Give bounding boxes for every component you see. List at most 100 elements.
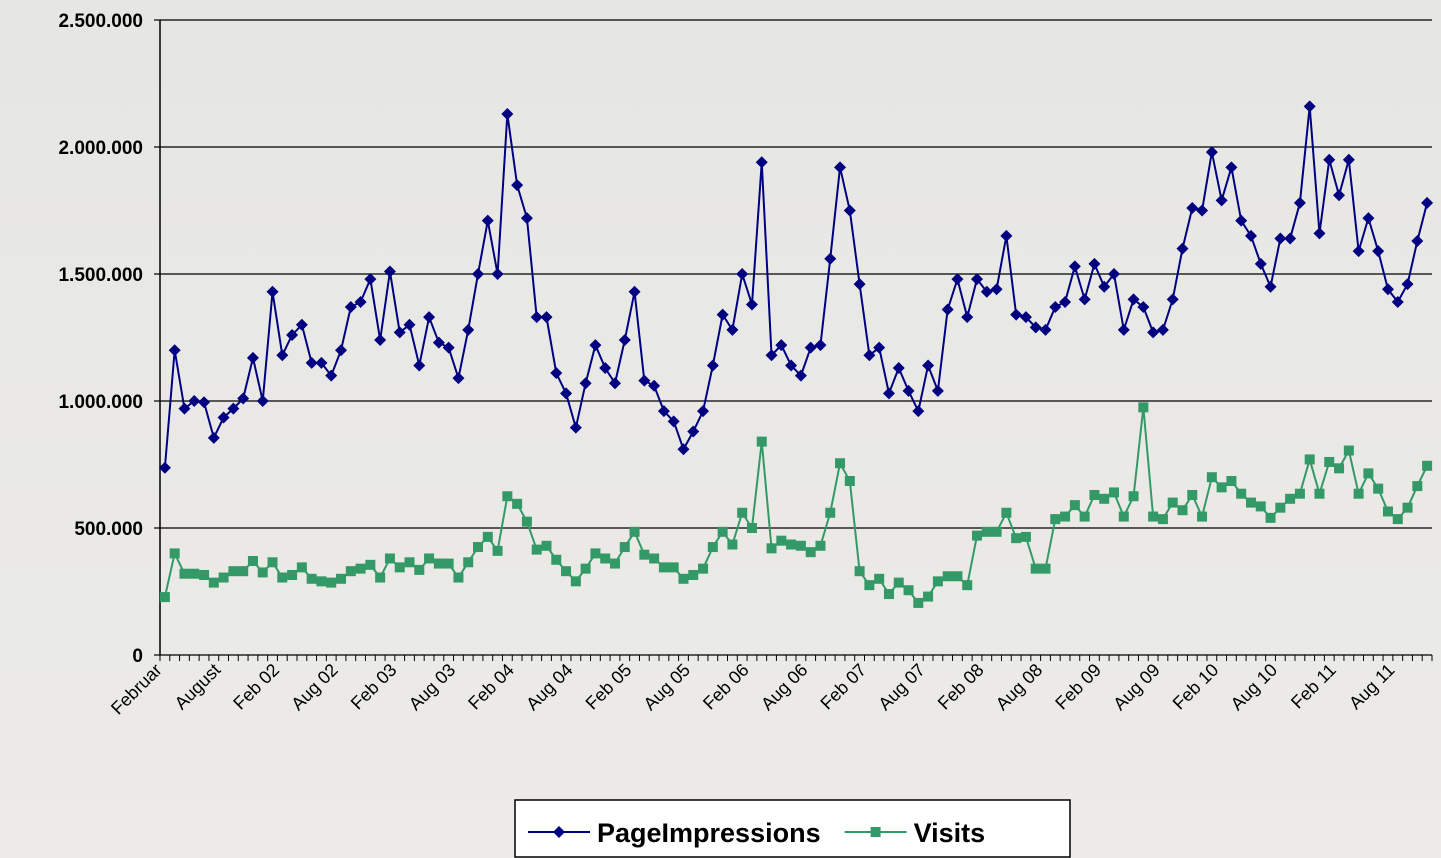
x-tick-label: Aug 03 <box>405 660 459 714</box>
y-tick-label: 0 <box>132 646 143 667</box>
diamond-marker <box>472 268 484 280</box>
square-marker <box>473 542 483 552</box>
diamond-marker <box>1010 309 1022 321</box>
diamond-marker <box>462 324 474 336</box>
square-marker <box>904 585 914 595</box>
square-marker <box>1275 503 1285 513</box>
square-marker <box>522 517 532 527</box>
square-marker <box>1412 481 1422 491</box>
square-marker <box>512 499 522 509</box>
x-tick-label: Aug 11 <box>1345 660 1399 714</box>
x-tick-label: Aug 08 <box>992 660 1046 714</box>
x-tick-label: Feb 07 <box>816 660 870 714</box>
square-marker <box>1080 512 1090 522</box>
diamond-marker <box>834 161 846 173</box>
square-marker <box>571 576 581 586</box>
diamond-marker <box>726 324 738 336</box>
diamond-marker <box>922 359 934 371</box>
square-marker <box>493 546 503 556</box>
diamond-marker <box>951 273 963 285</box>
square-marker <box>767 543 777 553</box>
chart: 0500.0001.000.0001.500.0002.000.0002.500… <box>0 0 1441 858</box>
square-marker <box>1109 487 1119 497</box>
diamond-marker <box>433 337 445 349</box>
diamond-marker <box>423 311 435 323</box>
diamond-marker <box>267 286 279 298</box>
y-tick-label: 500.000 <box>74 519 143 540</box>
square-marker <box>835 458 845 468</box>
x-tick-label: Feb 11 <box>1287 660 1340 713</box>
diamond-marker <box>805 342 817 354</box>
square-marker <box>219 573 229 583</box>
diamond-marker <box>492 268 504 280</box>
square-marker <box>1158 514 1168 524</box>
diamond-marker <box>1206 146 1218 158</box>
y-tick-label: 1.500.000 <box>58 265 143 286</box>
square-marker <box>806 547 816 557</box>
diamond-marker <box>883 387 895 399</box>
diamond-marker <box>257 395 269 407</box>
square-marker <box>678 574 688 584</box>
diamond-marker <box>1372 245 1384 257</box>
square-marker <box>1305 454 1315 464</box>
diamond-marker <box>198 396 210 408</box>
square-marker <box>1383 506 1393 516</box>
square-marker <box>962 580 972 590</box>
square-marker <box>1099 494 1109 504</box>
square-marker <box>1070 500 1080 510</box>
diamond-marker <box>1176 243 1188 255</box>
square-marker <box>1217 482 1227 492</box>
square-marker <box>1324 457 1334 467</box>
square-marker <box>326 578 336 588</box>
diamond-marker <box>736 268 748 280</box>
diamond-marker <box>540 311 552 323</box>
diamond-marker <box>1313 227 1325 239</box>
square-marker <box>1354 489 1364 499</box>
square-marker <box>297 562 307 572</box>
x-tick-label: Aug 02 <box>287 660 341 714</box>
diamond-marker <box>1362 212 1374 224</box>
square-marker <box>1138 402 1148 412</box>
diamond-marker <box>1235 215 1247 227</box>
diamond-marker <box>501 108 513 120</box>
diamond-marker <box>756 156 768 168</box>
square-marker <box>982 527 992 537</box>
square-marker <box>972 531 982 541</box>
square-marker <box>845 476 855 486</box>
diamond-marker <box>912 405 924 417</box>
diamond-marker <box>1333 189 1345 201</box>
diamond-marker <box>1000 230 1012 242</box>
x-tick-label: Feb 10 <box>1169 660 1223 714</box>
diamond-marker <box>589 339 601 351</box>
square-marker <box>1246 498 1256 508</box>
square-marker <box>943 571 953 581</box>
diamond-marker <box>707 359 719 371</box>
square-marker <box>688 570 698 580</box>
diamond-marker <box>1079 293 1091 305</box>
diamond-marker <box>169 344 181 356</box>
square-marker <box>1363 468 1373 478</box>
square-marker <box>1393 514 1403 524</box>
square-marker <box>248 556 258 566</box>
square-marker <box>610 559 620 569</box>
square-marker <box>786 540 796 550</box>
diamond-marker <box>247 352 259 364</box>
x-tick-label: Aug 06 <box>757 660 811 714</box>
square-marker <box>1334 463 1344 473</box>
diamond-marker <box>1294 197 1306 209</box>
square-marker <box>1207 472 1217 482</box>
diamond-marker <box>629 286 641 298</box>
square-marker <box>952 571 962 581</box>
diamond-marker <box>697 405 709 417</box>
square-marker <box>1041 564 1051 574</box>
diamond-marker <box>961 311 973 323</box>
y-tick-label: 2.500.000 <box>58 11 143 32</box>
square-marker <box>590 548 600 558</box>
square-marker <box>1148 512 1158 522</box>
diamond-marker <box>355 296 367 308</box>
x-tick-label: Aug 09 <box>1109 660 1163 714</box>
x-tick-label: August <box>171 660 225 714</box>
square-marker <box>1314 489 1324 499</box>
x-tick-label: Februar <box>107 660 166 719</box>
diamond-marker <box>932 385 944 397</box>
